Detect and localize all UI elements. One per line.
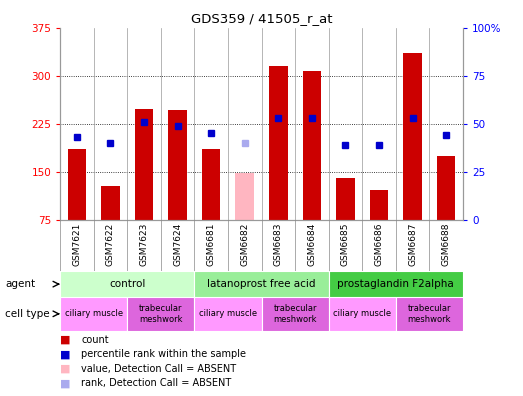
Text: control: control [109, 279, 145, 289]
Bar [67, 149, 86, 220]
Text: latanoprost free acid: latanoprost free acid [207, 279, 316, 289]
Text: GSM7621: GSM7621 [72, 223, 82, 266]
Text: ciliary muscle: ciliary muscle [333, 309, 391, 318]
Bar [370, 190, 388, 220]
Text: ■: ■ [60, 349, 71, 360]
Bar [336, 178, 355, 220]
Text: GSM6685: GSM6685 [341, 223, 350, 266]
Text: GSM6681: GSM6681 [207, 223, 215, 266]
Bar [262, 297, 328, 331]
Text: prostaglandin F2alpha: prostaglandin F2alpha [337, 279, 454, 289]
Text: GSM6688: GSM6688 [441, 223, 451, 266]
Text: percentile rank within the sample: percentile rank within the sample [81, 349, 246, 360]
Bar [60, 297, 127, 331]
Text: GSM7622: GSM7622 [106, 223, 115, 266]
Text: value, Detection Call = ABSENT: value, Detection Call = ABSENT [81, 364, 236, 374]
Text: GSM7623: GSM7623 [140, 223, 149, 266]
Text: ciliary muscle: ciliary muscle [65, 309, 123, 318]
Text: ■: ■ [60, 379, 71, 388]
Bar [235, 173, 254, 220]
Bar [269, 66, 288, 220]
Bar [328, 297, 396, 331]
Bar [195, 297, 262, 331]
Bar [101, 186, 120, 220]
Title: GDS359 / 41505_r_at: GDS359 / 41505_r_at [191, 12, 332, 25]
Text: cell type: cell type [5, 309, 50, 319]
Bar [328, 271, 463, 297]
Bar [396, 297, 463, 331]
Text: GSM7624: GSM7624 [173, 223, 182, 266]
Bar [437, 156, 456, 220]
Bar [202, 149, 220, 220]
Text: ■: ■ [60, 364, 71, 374]
Text: GSM6682: GSM6682 [240, 223, 249, 266]
Bar [135, 109, 153, 220]
Text: agent: agent [5, 279, 36, 289]
Text: GSM6684: GSM6684 [308, 223, 316, 266]
Text: GSM6686: GSM6686 [374, 223, 383, 266]
Bar [168, 110, 187, 220]
Bar [60, 271, 195, 297]
Text: ciliary muscle: ciliary muscle [199, 309, 257, 318]
Text: count: count [81, 335, 109, 345]
Text: GSM6687: GSM6687 [408, 223, 417, 266]
Bar [127, 297, 195, 331]
Text: GSM6683: GSM6683 [274, 223, 283, 266]
Bar [195, 271, 328, 297]
Text: trabecular
meshwork: trabecular meshwork [274, 304, 317, 324]
Bar [303, 70, 321, 220]
Bar [403, 53, 422, 220]
Text: rank, Detection Call = ABSENT: rank, Detection Call = ABSENT [81, 379, 231, 388]
Text: trabecular
meshwork: trabecular meshwork [139, 304, 183, 324]
Text: trabecular
meshwork: trabecular meshwork [407, 304, 451, 324]
Text: ■: ■ [60, 335, 71, 345]
